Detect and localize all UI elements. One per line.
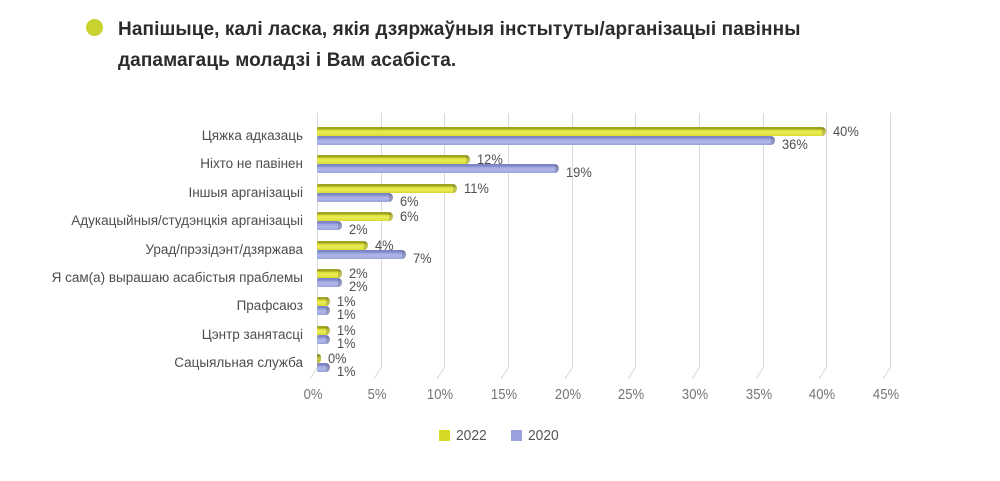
- category-label: Цэнтр занятасці: [201, 326, 303, 342]
- x-tick-label: 5%: [367, 387, 387, 403]
- legend-label-2022: 2022: [455, 427, 487, 444]
- page-title: Напішыце, калі ласка, якія дзяржаўныя ін…: [118, 14, 898, 76]
- x-tick-label: 40%: [808, 387, 836, 403]
- bar-2022: [316, 354, 321, 364]
- page-title-line1: Напішыце, калі ласка, якія дзяржаўныя ін…: [118, 19, 801, 40]
- bar-2020: [317, 306, 330, 316]
- category-label: Іншыя арганізацыі: [188, 184, 303, 200]
- legend-item-2022: 2022: [438, 427, 489, 444]
- value-label-2020: 1%: [336, 306, 356, 323]
- x-tick-label: 45%: [872, 387, 900, 403]
- gridline: [763, 113, 764, 368]
- bar-2022: [317, 325, 330, 335]
- value-label-2020: 1%: [336, 363, 356, 380]
- bar-2022: [317, 155, 470, 165]
- x-tick-label: 0%: [303, 387, 323, 403]
- value-label-2022: 40%: [833, 123, 860, 139]
- value-label-2022: 2%: [349, 265, 369, 281]
- value-label-2020: 7%: [413, 249, 432, 266]
- bar-2022: [317, 240, 368, 250]
- value-label-2022: 1%: [336, 321, 356, 338]
- title-bullet-icon: [86, 19, 103, 36]
- gridline: [572, 113, 573, 368]
- gridline: [890, 113, 891, 368]
- bar-2022: [317, 297, 330, 307]
- value-label-2020: 1%: [336, 334, 356, 351]
- gridline-foot: [500, 366, 509, 380]
- gridline: [635, 113, 636, 368]
- bar-2020: [317, 334, 330, 344]
- bar-2020: [317, 164, 559, 174]
- gridline: [444, 113, 445, 368]
- gridline-foot: [882, 366, 891, 380]
- value-label-2020: 36%: [782, 136, 809, 152]
- page-title-line2: дапамагаць моладзі і Вам асабіста.: [118, 50, 457, 71]
- chart-legend: 2022 2020: [0, 427, 1000, 444]
- value-label-2022: 1%: [336, 293, 356, 310]
- category-label: Адукацыйныя/студэнцкія арганізацыі: [71, 213, 303, 229]
- category-label: Сацыяльная служба: [174, 355, 303, 371]
- value-label-2020: 19%: [565, 164, 592, 181]
- x-tick-label: 35%: [745, 387, 773, 403]
- bar-2022: [317, 212, 394, 222]
- x-tick-label: 30%: [681, 387, 709, 403]
- legend-label-2020: 2020: [528, 427, 559, 444]
- bar-2022: [317, 127, 827, 136]
- gridline-foot: [691, 366, 700, 380]
- value-label-2022: 6%: [400, 208, 420, 225]
- value-label-2022: 11%: [464, 179, 489, 196]
- legend-swatch-2020-icon: [511, 430, 522, 441]
- gridline-foot: [627, 366, 636, 380]
- gridline-foot: [755, 366, 764, 380]
- gridline: [699, 113, 700, 368]
- category-label: Прафсаюз: [236, 298, 303, 314]
- gridline: [317, 113, 318, 368]
- category-label: Ніхто не павінен: [200, 156, 303, 172]
- bar-2020: [317, 221, 343, 231]
- category-label: Цяжка адказаць: [201, 128, 303, 143]
- value-label-2022: 0%: [327, 350, 347, 367]
- bar-2020: [317, 136, 776, 145]
- category-label: Урад/прэзідэнт/дзяржава: [145, 241, 303, 257]
- gridline-foot: [564, 366, 573, 380]
- gridline-foot: [436, 366, 445, 380]
- x-tick-label: 15%: [490, 387, 518, 403]
- value-label-2020: 6%: [400, 192, 420, 209]
- value-label-2020: 2%: [349, 221, 369, 238]
- gridline-foot: [818, 366, 827, 380]
- bar-2022: [317, 183, 458, 193]
- gridline: [508, 113, 509, 368]
- value-label-2022: 4%: [374, 236, 394, 253]
- bar-2020: [317, 278, 343, 287]
- gridline: [381, 113, 382, 368]
- legend-swatch-2022-icon: [438, 430, 450, 441]
- bar-2022: [317, 269, 343, 278]
- legend-item-2020: 2020: [511, 427, 561, 444]
- bar-2020: [317, 192, 394, 202]
- value-label-2022: 12%: [476, 151, 503, 168]
- category-label: Я сам(а) вырашаю асабістыя праблемы: [51, 270, 303, 285]
- chart-plot-area: 0% 5% 10% 15% 20% 25% 30% 35% 40% 45% 40% 36% 12% 19%…: [304, 113, 899, 403]
- value-label-2020: 2%: [349, 278, 369, 294]
- x-tick-label: 10%: [426, 387, 454, 403]
- x-tick-label: 25%: [617, 387, 645, 403]
- bar-2020: [317, 363, 330, 373]
- gridline: [826, 113, 827, 368]
- bar-2020: [317, 249, 407, 259]
- gridline-foot: [373, 366, 382, 380]
- x-tick-label: 20%: [554, 387, 582, 403]
